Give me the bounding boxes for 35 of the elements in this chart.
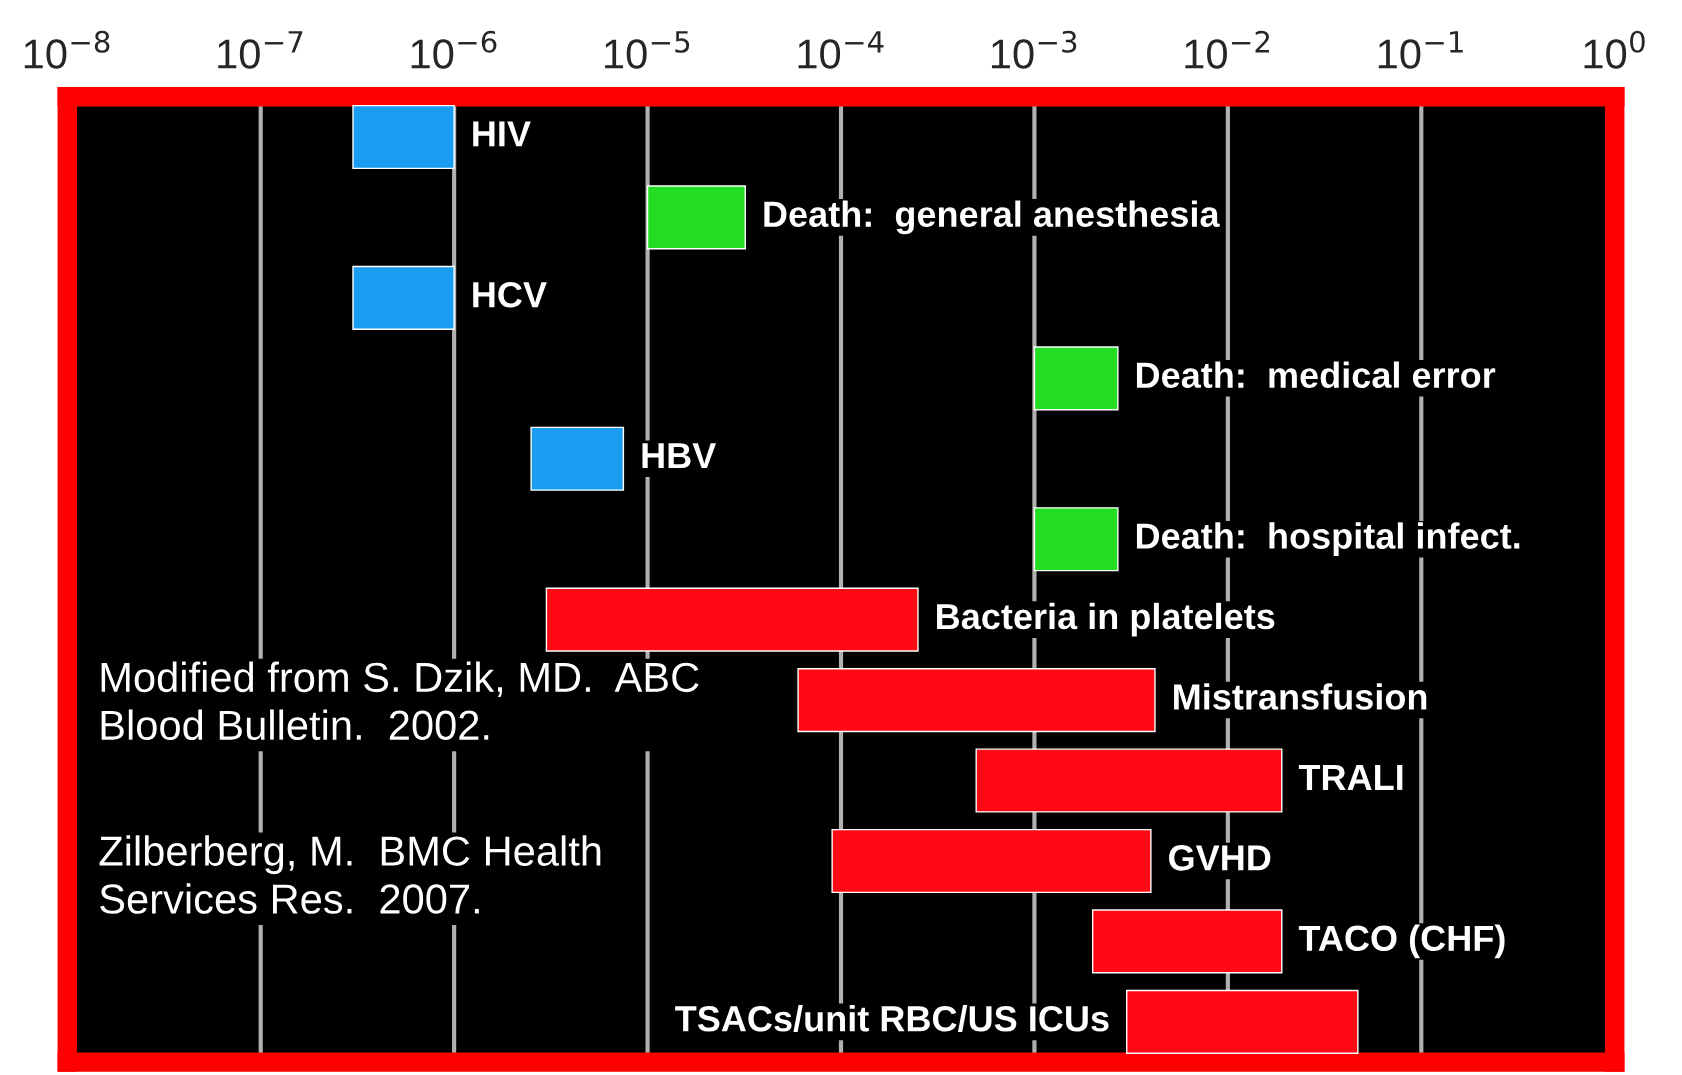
x-tick-label: 10$^{−1}$ <box>1378 31 1463 69</box>
y-tick-label: Death: medical error <box>1136 361 1496 388</box>
bar <box>352 265 455 330</box>
bar <box>545 587 919 652</box>
y-tick-label: Mistransfusion <box>1174 683 1427 710</box>
x-tick-label: 10$^{−3}$ <box>991 30 1077 69</box>
bar <box>1033 507 1119 572</box>
annotation: Zilberberg, M. BMC Health Services Res. 2007. <box>99 835 601 914</box>
x-tick-label: 10$^{−4}$ <box>798 31 884 69</box>
bar <box>352 104 455 170</box>
y-tick-label: TRALI <box>1298 765 1403 790</box>
x-tick-label: 10$^{−8}$ <box>24 30 110 69</box>
y-tick-label: HIV <box>473 121 531 147</box>
annotation: Modified from S. Dzik, MD. ABC Blood Bulletin. 2002. <box>101 661 699 741</box>
bar <box>646 185 746 250</box>
bar <box>975 748 1283 813</box>
y-tick-label: TACO (CHF) <box>1298 924 1505 959</box>
bar <box>1091 909 1283 974</box>
bar <box>1033 346 1119 411</box>
x-tick-label: 10$^{−2}$ <box>1185 30 1270 69</box>
bar <box>1126 989 1359 1054</box>
x-tick-label: 10$^{−5}$ <box>605 31 690 69</box>
x-tick-label: 10$^{0}$ <box>1584 30 1645 69</box>
y-tick-label: Bacteria in platelets <box>937 602 1275 637</box>
bar <box>530 426 625 491</box>
y-tick-label: Death: hospital infect. <box>1136 522 1520 557</box>
bar <box>831 828 1152 894</box>
y-tick-label: HBV <box>642 443 717 469</box>
x-tick-label: 10$^{−6}$ <box>411 30 497 69</box>
y-tick-label: GVHD <box>1169 845 1271 871</box>
y-tick-label: TSACs/unit RBC/US ICUs <box>675 1005 1109 1032</box>
y-tick-label: HCV <box>473 281 547 308</box>
bar <box>797 668 1156 733</box>
x-tick-label: 10$^{−7}$ <box>218 31 303 69</box>
y-tick-label: Death: general anesthesia <box>764 200 1220 235</box>
